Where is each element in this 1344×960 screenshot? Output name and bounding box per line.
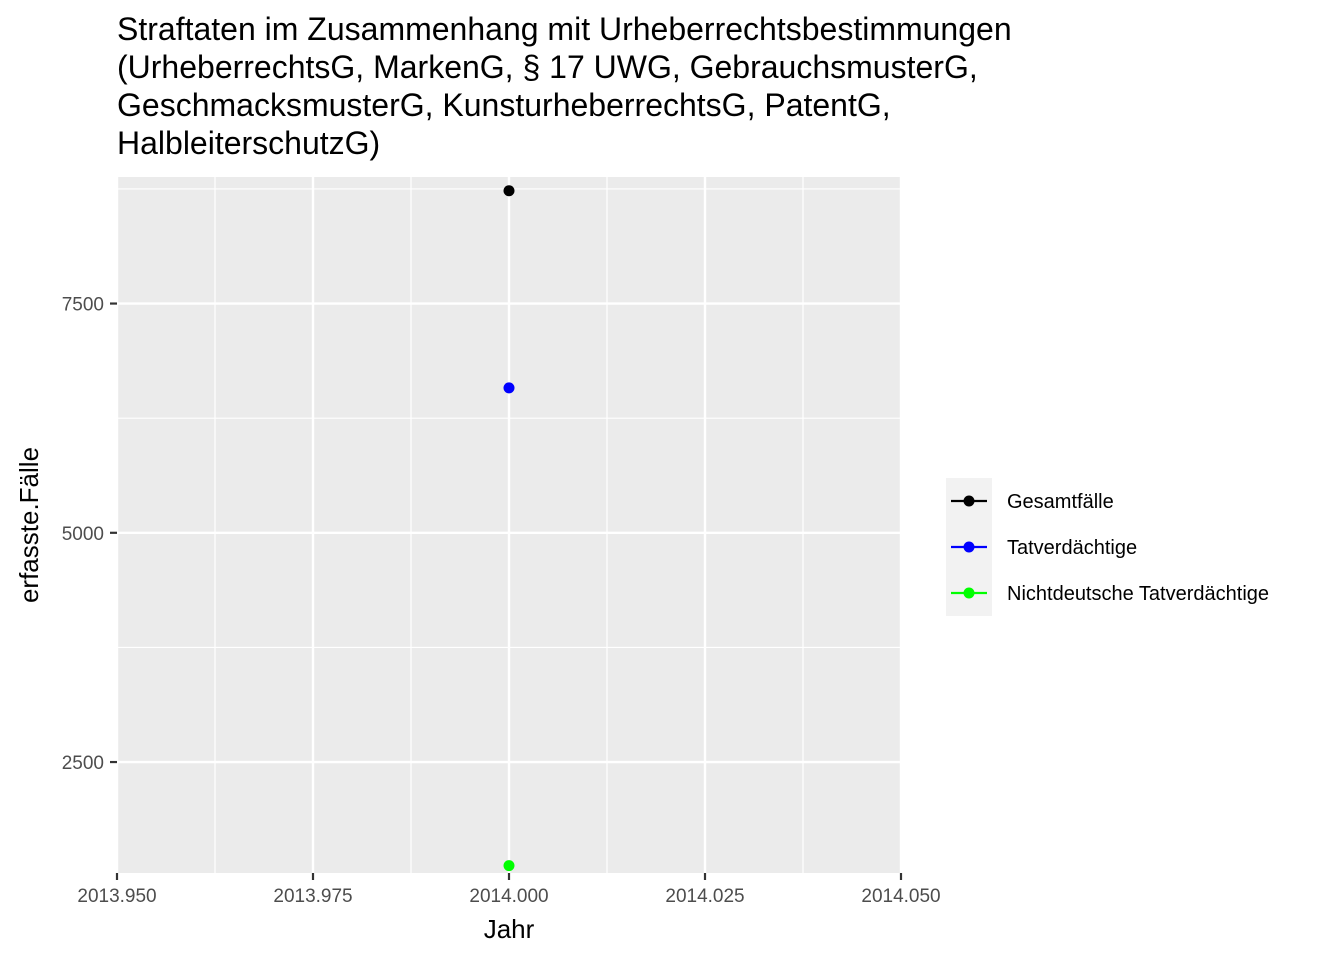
grid-major bbox=[115, 177, 903, 873]
legend: Gesamtfälle Tatverdächtige Nichtdeutsche T… bbox=[946, 478, 1269, 616]
title-line-2: (UrheberrechtsG, MarkenG, § 17 UWG, Gebr… bbox=[117, 49, 978, 85]
data-point bbox=[503, 382, 515, 394]
y-tick-label: 7500 bbox=[62, 295, 104, 316]
legend-label: Gesamtfälle bbox=[1007, 491, 1114, 513]
x-tick-label: 2014.050 bbox=[861, 886, 940, 907]
data-points bbox=[503, 185, 515, 872]
x-axis: 2013.950 2013.975 2014.000 2014.025 2014.050 bbox=[77, 873, 941, 907]
y-axis-title: erfasste.Fälle bbox=[14, 447, 44, 603]
legend-key-point bbox=[963, 587, 975, 599]
title-line-3: GeschmacksmusterG, KunsturheberrechtsG, … bbox=[117, 87, 891, 123]
y-tick-label: 2500 bbox=[62, 753, 104, 774]
y-axis: 2500 5000 7500 bbox=[62, 295, 117, 774]
chart-title: Straftaten im Zusammenhang mit Urheberre… bbox=[117, 11, 1012, 161]
data-point bbox=[503, 185, 515, 197]
legend-label: Nichtdeutsche Tatverdächtige bbox=[1007, 583, 1269, 605]
x-tick-label: 2014.025 bbox=[665, 886, 744, 907]
x-tick-label: 2014.000 bbox=[469, 886, 548, 907]
title-line-4: HalbleiterschutzG) bbox=[117, 125, 380, 161]
y-tick-label: 5000 bbox=[62, 524, 104, 545]
legend-key-point bbox=[963, 495, 975, 507]
legend-key-point bbox=[963, 541, 975, 553]
title-line-1: Straftaten im Zusammenhang mit Urheberre… bbox=[117, 11, 1012, 47]
x-tick-label: 2013.950 bbox=[77, 886, 156, 907]
x-tick-label: 2013.975 bbox=[273, 886, 352, 907]
data-point bbox=[503, 860, 515, 872]
x-axis-title: Jahr bbox=[484, 914, 535, 944]
legend-label: Tatverdächtige bbox=[1007, 537, 1137, 559]
